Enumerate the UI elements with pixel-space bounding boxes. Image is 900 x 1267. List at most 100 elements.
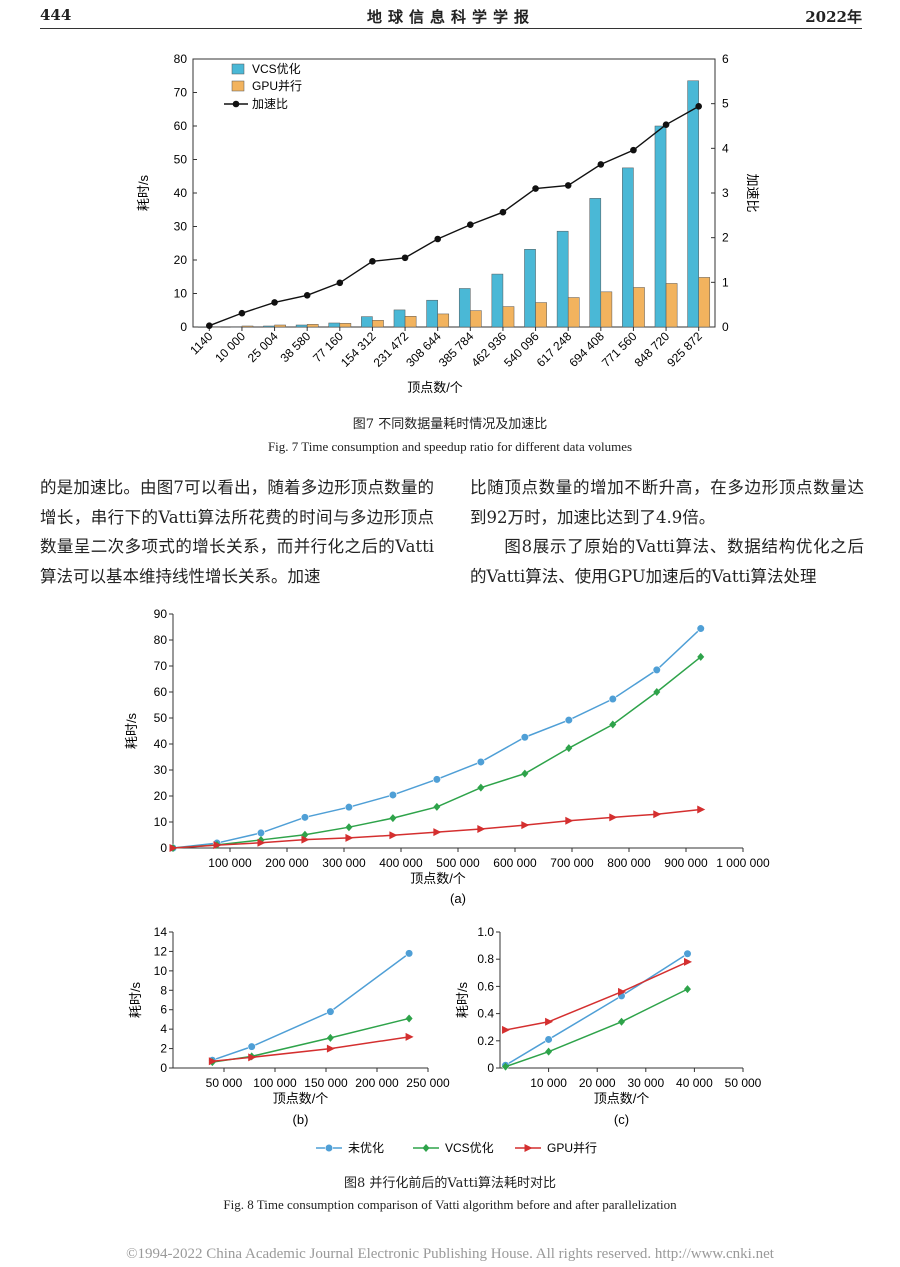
data-point: [477, 825, 486, 834]
panel-2: 0 0.2 0.4 0.6 0.8 1.0 10 000 20 000 30 000 40 000…: [455, 925, 762, 1127]
bar: [491, 273, 504, 328]
speedup-point: [630, 146, 637, 154]
speedup-point: [271, 299, 278, 306]
y2-tick-label: 5: [722, 97, 729, 111]
legend-swatch: [231, 63, 245, 75]
body-paragraph-right: 比随顶点数量的增加不断升高，在多边形顶点数量达到92万时，加速比达到了4.9倍。…: [470, 478, 864, 586]
data-point: [256, 828, 266, 838]
bar: [535, 302, 547, 328]
bar: [437, 313, 450, 328]
bar: [665, 283, 678, 328]
x-tick-label: 250 000: [406, 1076, 450, 1090]
data-point: [345, 823, 353, 832]
y-tick-label: 14: [154, 925, 168, 939]
data-point: [326, 1007, 335, 1016]
data-point: [389, 831, 398, 840]
data-point: [502, 1062, 510, 1071]
x-tick-label: 600 000: [493, 856, 537, 870]
y-tick-label: 80: [174, 52, 188, 66]
bar: [263, 325, 275, 328]
bar: [589, 198, 602, 328]
x-axis-label: 顶点数/个: [407, 380, 463, 395]
bar: [502, 306, 515, 328]
legend-marker: [232, 100, 240, 108]
y-tick-label: 20: [154, 789, 168, 803]
y-tick-label: 0.6: [477, 979, 494, 993]
x-tick-label: 617 248: [534, 329, 575, 370]
data-point: [502, 1025, 511, 1034]
series-line: [172, 656, 702, 849]
data-point: [683, 957, 692, 966]
data-point: [653, 688, 661, 696]
y-tick-label: 60: [154, 685, 168, 699]
speedup-point: [336, 279, 344, 287]
bar: [361, 316, 373, 328]
x-tick-label: 500 000: [436, 856, 480, 870]
data-point: [683, 949, 692, 958]
x-tick-label: 700 000: [550, 856, 594, 870]
data-point: [618, 1017, 626, 1026]
x-tick-label: 308 644: [403, 329, 444, 370]
y2-tick-label: 4: [722, 141, 729, 155]
data-point: [257, 838, 266, 847]
speedup-point: [303, 291, 311, 299]
figure-7-caption-cn: 图7 不同数据量耗时情况及加速比: [352, 417, 548, 432]
data-point: [247, 1042, 256, 1051]
data-point: [609, 720, 617, 729]
data-point: [433, 828, 442, 837]
y-tick-label: 12: [154, 944, 168, 958]
x-tick-label: 300 000: [322, 856, 366, 870]
data-point: [618, 987, 627, 996]
series-line: [505, 988, 688, 1068]
speedup-point: [238, 309, 246, 317]
speedup-point: [499, 208, 507, 216]
x-tick-label: 1140: [187, 329, 215, 357]
data-point: [208, 1057, 217, 1066]
x-tick-label: 1 000 000: [716, 856, 770, 870]
speedup-line: [209, 105, 700, 327]
x-tick-label: 100 000: [253, 1076, 297, 1090]
legend-label: GPU并行: [547, 1141, 597, 1155]
legend-label: VCS优化: [252, 62, 301, 76]
x-tick-label: 800 000: [607, 856, 651, 870]
bar: [339, 323, 352, 328]
data-point: [544, 1035, 553, 1044]
x-tick-label: 385 784: [436, 329, 477, 370]
speedup-point: [467, 221, 474, 229]
figure-7-caption-en: Fig. 7 Time consumption and speedup rati…: [267, 439, 633, 454]
bar: [622, 167, 634, 328]
data-point: [564, 715, 573, 725]
data-point: [405, 949, 414, 958]
x-tick-label: 200 000: [355, 1076, 399, 1090]
y-tick-label: 70: [154, 659, 168, 673]
x-tick-label: 231 472: [371, 329, 412, 370]
y2-tick-label: 6: [722, 52, 729, 66]
bar: [633, 287, 645, 328]
data-point: [608, 694, 617, 704]
legend-swatch: [231, 80, 245, 92]
series-line: [505, 953, 688, 1066]
page-number: 444: [40, 6, 72, 24]
x-tick-label: 400 000: [379, 856, 423, 870]
speedup-point: [695, 103, 702, 110]
bar: [274, 324, 286, 328]
speedup-point: [401, 254, 409, 262]
journal-title: 地球信息科学学报: [366, 8, 535, 26]
x-tick-label: 25 004: [245, 329, 281, 365]
series-line: [172, 628, 702, 849]
y2-tick-label: 2: [722, 231, 729, 245]
x-axis-label: 顶点数/个: [273, 1091, 329, 1106]
x-tick-label: 462 936: [468, 329, 509, 370]
figure-8-caption-en: Fig. 8 Time consumption comparison of Va…: [223, 1197, 677, 1212]
y2-axis-label: 加速比: [745, 173, 760, 212]
bar: [393, 309, 406, 328]
x-axis-label: 顶点数/个: [410, 871, 466, 886]
data-point: [565, 816, 574, 825]
bar: [524, 249, 536, 328]
data-point: [521, 821, 530, 830]
y-tick-label: 8: [160, 983, 167, 997]
data-point: [477, 783, 485, 792]
data-point: [344, 803, 354, 812]
